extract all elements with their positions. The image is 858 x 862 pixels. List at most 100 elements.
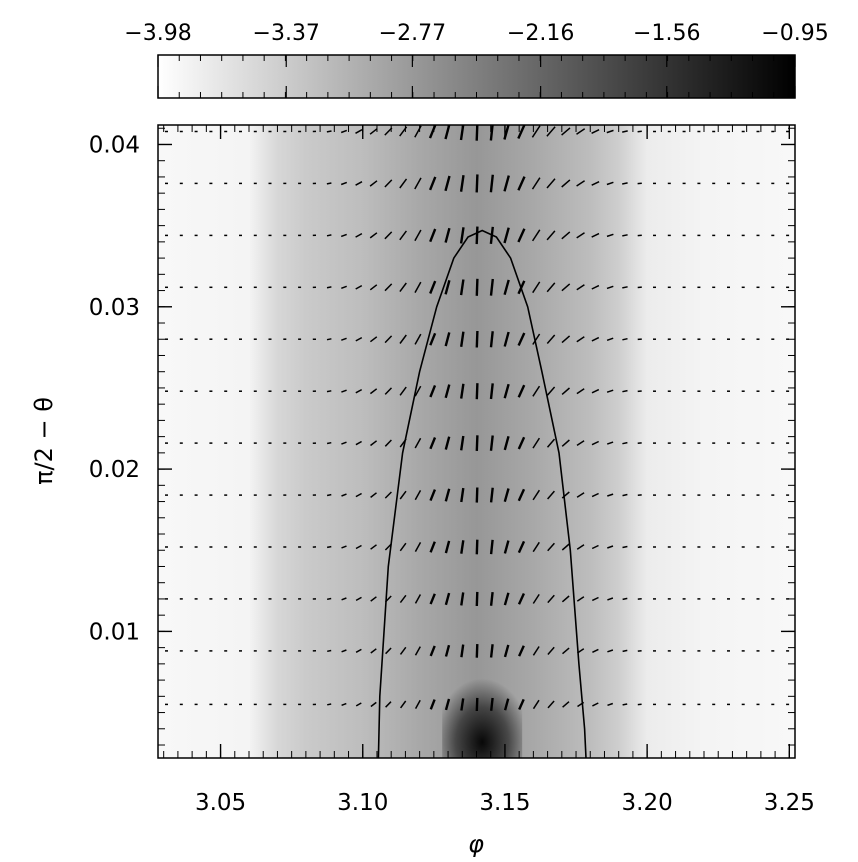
vector-segment — [606, 441, 614, 445]
vector-segment — [341, 389, 347, 393]
vector-segment — [517, 488, 526, 502]
x-tick-label: 3.15 — [479, 790, 530, 816]
vector-segment — [370, 440, 378, 447]
vector-segment — [518, 698, 525, 710]
vector-segment — [355, 129, 363, 134]
vector-segment — [503, 592, 510, 606]
vector-segment — [428, 176, 437, 191]
vector-segment — [460, 540, 465, 554]
vector-segment — [531, 177, 541, 190]
vector-segment — [622, 389, 628, 393]
vector-segment — [561, 231, 571, 240]
vector-segment — [622, 234, 628, 237]
vector-segment — [561, 595, 570, 603]
vector-segment — [370, 544, 377, 550]
colorbar-tick-label: −0.95 — [761, 21, 828, 46]
vector-segment — [341, 441, 347, 445]
vector-segment — [370, 648, 377, 654]
vector-segment — [576, 388, 585, 395]
vector-segment — [429, 228, 437, 243]
vector-segment — [561, 127, 571, 136]
vector-segment — [444, 175, 451, 192]
vector-segment — [414, 594, 422, 604]
vector-segment — [399, 178, 408, 189]
vector-segment — [561, 439, 570, 447]
vector-segment — [414, 542, 422, 552]
vector-segment — [370, 701, 377, 708]
y-tick-label: 0.03 — [89, 295, 140, 321]
vector-segment — [369, 128, 378, 135]
vector-segment — [460, 383, 465, 399]
vector-segment — [460, 435, 465, 451]
vector-segment — [546, 282, 556, 293]
vector-segment — [327, 703, 332, 706]
vector-segment — [459, 279, 465, 296]
vector-segment — [622, 703, 628, 706]
vector-segment — [341, 597, 347, 601]
vector-segment — [532, 593, 540, 604]
vector-segment — [622, 597, 628, 601]
vector-segment — [399, 700, 407, 709]
vector-segment — [428, 125, 437, 139]
vector-segment — [341, 285, 347, 290]
vector-segment — [489, 539, 494, 555]
vector-segment — [444, 592, 451, 606]
vector-segment — [429, 437, 437, 450]
vector-segment — [326, 390, 332, 393]
vector-segment — [475, 487, 479, 503]
vector-segment — [341, 702, 347, 707]
vector-segment — [592, 702, 599, 707]
vector-segment — [606, 233, 614, 238]
vector-segment — [622, 130, 628, 133]
vector-segment — [576, 492, 585, 498]
vector-segment — [503, 175, 510, 192]
vector-segment — [460, 487, 465, 503]
vector-segment — [576, 596, 585, 602]
vector-segment — [475, 591, 479, 607]
vector-segment — [429, 541, 436, 553]
vector-segment — [429, 645, 436, 657]
vector-segment — [384, 335, 393, 344]
vector-segment — [576, 284, 585, 291]
vector-segment — [355, 284, 363, 290]
vector-segment — [429, 593, 436, 605]
vector-segment — [489, 644, 494, 658]
vector-segment — [370, 596, 377, 602]
vector-segment — [326, 130, 332, 133]
vector-segment — [591, 492, 599, 498]
vector-segment — [622, 286, 628, 289]
vector-segment — [591, 129, 600, 134]
vector-segment — [414, 229, 422, 242]
vector-segment — [606, 181, 614, 186]
plot-area: 3.05 3.10 3.15 3.20 3.25 0.01 0.02 0.03 0.04 — [89, 124, 815, 816]
vector-segment — [475, 278, 479, 296]
vector-segment — [532, 385, 541, 397]
vector-segment — [429, 489, 437, 502]
vector-segment — [370, 492, 377, 498]
vector-segment — [414, 699, 421, 709]
vector-segment — [531, 125, 541, 138]
vector-segment — [384, 439, 392, 447]
vector-segment — [341, 649, 347, 653]
vector-segment — [517, 176, 526, 191]
vector-segment — [489, 435, 494, 451]
vector-segment — [607, 702, 614, 707]
vector-segment — [414, 490, 422, 501]
vector-segment — [429, 280, 437, 294]
vector-segment — [399, 594, 407, 604]
vector-segment — [326, 286, 332, 289]
vector-segment — [547, 594, 555, 604]
vector-segment — [340, 233, 347, 238]
vector-segment — [384, 179, 393, 188]
vector-segment — [532, 489, 541, 501]
vector-segment — [399, 386, 407, 396]
vector-segment — [532, 646, 540, 656]
vector-segment — [517, 228, 526, 243]
vector-segment — [355, 648, 362, 653]
vector-segment — [503, 383, 510, 399]
x-tick-label: 3.10 — [337, 790, 388, 816]
vector-segment — [341, 493, 347, 497]
vector-segment — [399, 490, 407, 500]
colorbar-tick-label: −1.56 — [633, 21, 700, 46]
vector-segment — [503, 279, 510, 296]
